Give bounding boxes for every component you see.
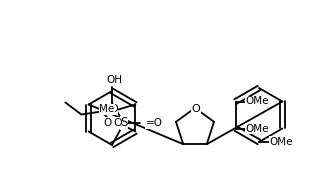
Text: O: O (192, 104, 201, 114)
Text: OH: OH (106, 75, 122, 85)
Text: O=: O= (103, 118, 120, 128)
Text: S: S (120, 116, 128, 129)
Text: =O: =O (146, 118, 163, 128)
Text: OMe: OMe (246, 124, 269, 134)
Text: Me: Me (99, 105, 115, 115)
Text: O: O (109, 105, 118, 115)
Text: OMe: OMe (269, 137, 293, 147)
Text: O: O (113, 118, 122, 129)
Text: OMe: OMe (246, 97, 269, 107)
